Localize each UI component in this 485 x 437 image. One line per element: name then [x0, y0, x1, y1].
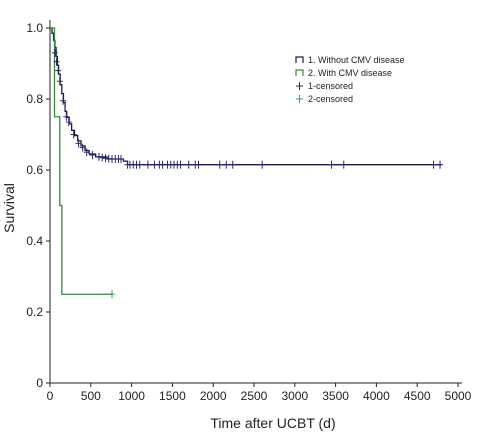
legend-label: 1. Without CMV disease: [308, 55, 405, 65]
legend-label: 1-censored: [308, 81, 353, 91]
y-tick-label: 0: [36, 376, 43, 390]
series-line-2: [50, 27, 113, 295]
series-line-1: [50, 27, 442, 166]
legend-symbol-2: [295, 69, 304, 76]
series-layer: [50, 27, 442, 295]
legend-symbol-1: [295, 56, 304, 63]
legend-label: 2-censored: [308, 94, 353, 104]
axes: 0 500 1000 1500 2000 2500 3000 3500 4000 4500 5000…: [26, 20, 472, 403]
x-tick-label: 5000: [445, 389, 472, 403]
x-axis-title: Time after UCBT (d): [210, 415, 335, 431]
x-tick-label: 2000: [200, 389, 227, 403]
legend-label: 2. With CMV disease: [308, 68, 392, 78]
y-tick-label: 0.8: [26, 92, 43, 106]
y-tick-label: 0.2: [26, 305, 43, 319]
x-tick-label: 1500: [159, 389, 186, 403]
x-tick-label: 1000: [118, 389, 145, 403]
x-tick-label: 3500: [322, 389, 349, 403]
y-axis-title: Survival: [1, 183, 17, 233]
y-tick-label: 0.4: [26, 234, 43, 248]
censor-layer: [51, 48, 444, 299]
x-tick-label: 2500: [241, 389, 268, 403]
x-tick-label: 500: [81, 389, 101, 403]
x-tick-label: 4000: [363, 389, 390, 403]
x-tick-label: 4500: [404, 389, 431, 403]
legend: 1. Without CMV disease 2. With CMV diseas…: [295, 55, 405, 104]
x-tick-label: 0: [47, 389, 54, 403]
y-tick-label: 1.0: [26, 21, 43, 35]
x-tick-label: 3000: [281, 389, 308, 403]
y-tick-label: 0.6: [26, 163, 43, 177]
